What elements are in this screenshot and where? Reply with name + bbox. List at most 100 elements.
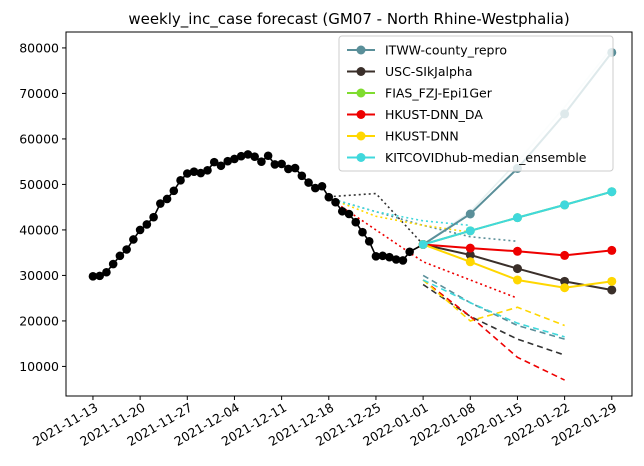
observed-point: [182, 169, 192, 178]
observed-point: [405, 247, 414, 257]
observed-point: [331, 197, 340, 207]
observed-point: [250, 152, 259, 161]
y-tick-label: 20000: [19, 313, 59, 328]
observed-point: [317, 181, 327, 191]
series-point: [465, 226, 475, 236]
series-point: [465, 257, 475, 267]
observed-point: [337, 206, 347, 216]
observed-point: [391, 255, 401, 264]
series-point: [465, 209, 475, 219]
legend-label: HKUST-DNN_DA: [385, 107, 483, 122]
observed-point: [351, 217, 361, 227]
observed-point: [290, 163, 300, 173]
legend-swatch-marker: [356, 110, 366, 119]
series-point: [512, 275, 522, 285]
observed-point: [162, 194, 172, 204]
y-tick-label: 70000: [19, 86, 59, 101]
series-point: [607, 285, 617, 295]
y-tick-label: 10000: [19, 359, 59, 374]
y-tick-label: 50000: [19, 177, 59, 192]
observed-point: [135, 225, 145, 235]
series-point: [560, 200, 570, 210]
observed-point: [230, 154, 239, 164]
observed-point: [311, 183, 320, 193]
series-point: [560, 250, 570, 260]
legend-label: USC-SIkJalpha: [385, 64, 473, 79]
observed-point: [209, 157, 219, 167]
observed-point: [223, 156, 233, 166]
series-point: [512, 246, 522, 256]
observed-point: [277, 159, 286, 169]
observed-point: [364, 237, 374, 246]
observed-point: [156, 199, 165, 208]
observed-point: [378, 251, 387, 261]
uncertainty-line: [422, 279, 565, 381]
observed-point: [115, 251, 125, 261]
legend-label: KITCOVIDhub-median_ensemble: [385, 150, 587, 165]
observed-point: [196, 168, 206, 178]
y-axis: 10000 20000 30000 40000 50000 60000 70000 80000: [19, 40, 66, 374]
observed-point: [297, 171, 307, 181]
observed-point: [95, 271, 104, 281]
legend-label: FIAS_FZJ-Epi1Ger: [385, 86, 493, 101]
y-tick-label: 40000: [19, 222, 59, 237]
observed-point: [129, 235, 138, 244]
series-point: [607, 276, 617, 286]
observed-point: [257, 157, 266, 166]
legend-label: HKUST-DNN: [385, 129, 459, 144]
legend-swatch-marker: [356, 153, 366, 162]
observed-point: [358, 227, 367, 237]
observed-point: [371, 252, 381, 261]
observed-point: [284, 164, 293, 174]
observed-point: [203, 166, 212, 175]
observed-point: [149, 212, 158, 222]
observed-point: [142, 220, 152, 229]
observed-point: [385, 252, 394, 262]
uncertainty-line: [422, 274, 565, 340]
plot-frame: [65, 31, 633, 397]
observed-point: [122, 245, 131, 254]
observed-point: [270, 160, 280, 169]
observed-point: [398, 256, 408, 265]
series-point: [560, 276, 570, 286]
observed-point: [169, 186, 179, 196]
observed-point: [176, 176, 185, 185]
observed-point: [102, 267, 111, 277]
legend-label: ITWW-county_repro: [385, 43, 507, 58]
series-point: [607, 245, 617, 255]
uncertainty-line: [422, 283, 565, 356]
uncertainty-line: [328, 197, 471, 227]
series-point: [512, 213, 522, 223]
observed-point: [189, 167, 199, 176]
uncertainty-line: [422, 279, 565, 327]
observed-point: [344, 209, 354, 219]
legend-box: [338, 35, 614, 172]
observed-point: [324, 192, 334, 202]
series-point: [560, 283, 570, 293]
observed-point: [88, 272, 98, 281]
observed-point: [216, 161, 226, 171]
legend-swatch-marker: [356, 45, 366, 55]
y-tick-label: 30000: [19, 268, 59, 283]
legend-swatch-marker: [356, 88, 366, 98]
legend: ITWW-county_repro USC-SIkJalpha FIAS_FZJ-E…: [338, 35, 614, 172]
x-axis: 2021-11-132021-11-202021-11-272021-12-04…: [30, 396, 619, 449]
observed-series: [88, 150, 428, 281]
observed-point: [236, 151, 246, 161]
y-tick-label: 60000: [19, 131, 59, 146]
series-point: [607, 187, 617, 197]
series-point: [418, 239, 428, 249]
series-point: [465, 243, 475, 253]
legend-swatch-marker: [356, 131, 366, 141]
series-point: [512, 264, 522, 274]
observed-point: [263, 151, 273, 161]
uncertainty-line: [328, 197, 518, 299]
observed-point: [108, 259, 118, 269]
uncertainty-line: [328, 197, 471, 233]
uncertainty-line: [328, 192, 424, 246]
series-point: [465, 250, 475, 260]
legend-swatch-marker: [356, 67, 366, 76]
y-tick-label: 80000: [19, 40, 59, 55]
observed-point: [243, 150, 253, 159]
